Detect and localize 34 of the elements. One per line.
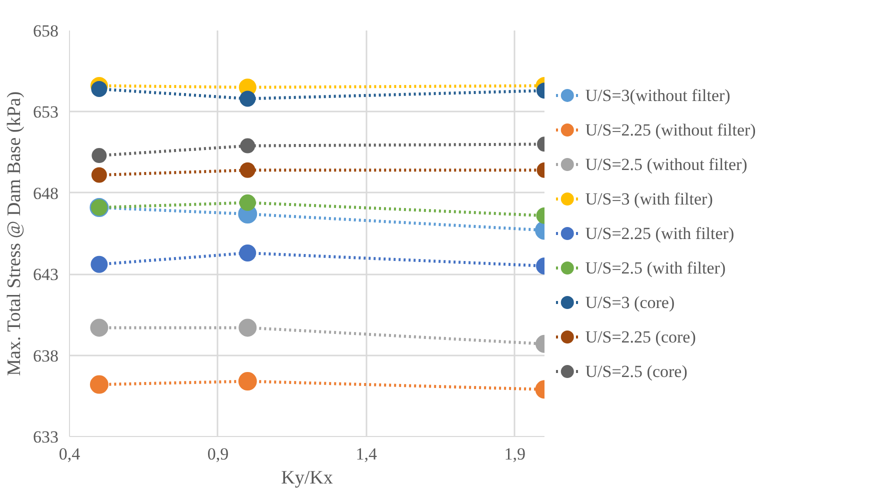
y-tick-label: 648 <box>33 184 58 203</box>
x-tick-label: 1,4 <box>356 444 378 464</box>
y-tick-label: 658 <box>33 22 58 40</box>
point <box>240 138 256 154</box>
point <box>239 194 256 211</box>
y-tick-label: 638 <box>33 346 58 366</box>
legend-label: U/S=3 (with filter) <box>585 189 713 208</box>
legend-label: U/S=2.5 (without filter) <box>585 154 748 174</box>
point <box>92 148 107 164</box>
point <box>240 162 256 178</box>
legend-label: U/S=2.5 (with filter) <box>585 258 726 278</box>
point <box>91 167 107 183</box>
legend-label: U/S=2.25 (without filter) <box>585 120 756 140</box>
point <box>90 256 108 273</box>
x-tick-label: 0,9 <box>207 444 229 464</box>
y-tick-label: 633 <box>33 428 58 446</box>
y-axis-title: Max. Total Stress @ Dam Base (kPa) <box>4 91 25 376</box>
legend-label: U/S=2.5 (core) <box>585 362 688 382</box>
x-tick-label: 0,4 <box>58 444 81 464</box>
legend-label: U/S=3 (core) <box>585 293 675 312</box>
point <box>91 80 108 97</box>
legend-label: U/S=2.25 (with filter) <box>585 224 734 243</box>
point <box>90 375 108 394</box>
point <box>240 90 256 107</box>
point <box>238 318 257 337</box>
point <box>239 244 256 262</box>
y-tick-label: 653 <box>33 102 58 122</box>
point <box>238 372 257 391</box>
x-tick-label: 1,9 <box>504 444 526 464</box>
point <box>90 318 108 337</box>
x-axis-title: Ky/Kx <box>281 468 334 488</box>
legend-label: U/S=3(without filter) <box>585 86 730 105</box>
legend-label: U/S=2.25 (core) <box>585 328 696 347</box>
y-tick-label: 643 <box>33 265 58 284</box>
